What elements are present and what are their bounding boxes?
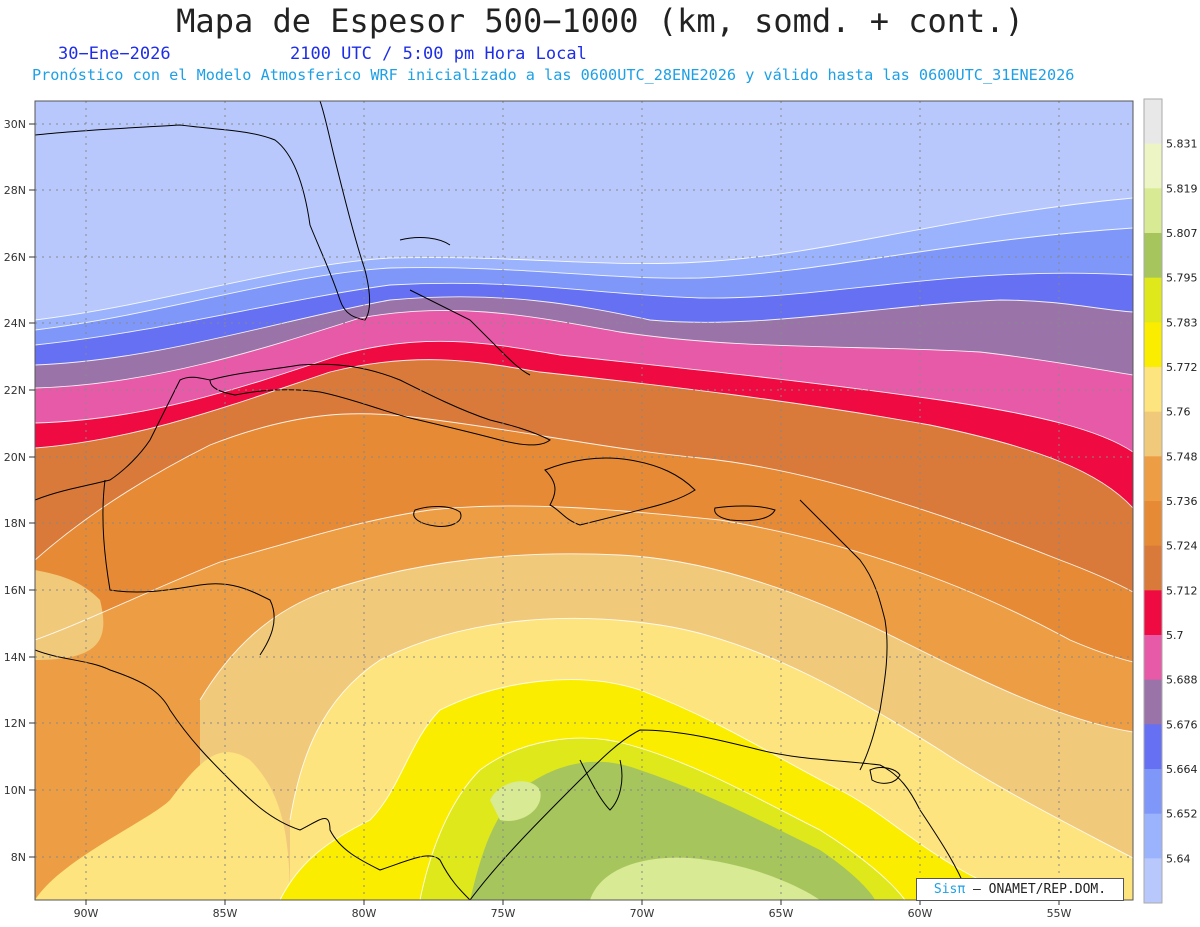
trinidad <box>869 767 901 784</box>
colorbar-label: 5.772 <box>1166 361 1198 374</box>
colorbar-label: 5.795 <box>1166 272 1198 285</box>
colorbar-label: 5.819 <box>1166 182 1198 195</box>
colorbar-swatch <box>1144 813 1162 859</box>
gulf-coast <box>35 376 211 501</box>
credit-text: – ONAMET/REP.DOM. <box>973 882 1107 897</box>
lat-axis: 30N 28N 26N 24N 22N 20N 18N 16N 14N 12N … <box>4 118 26 864</box>
lon-label: 55W <box>1047 907 1072 920</box>
contour-lines <box>35 197 1133 900</box>
lat-label: 24N <box>4 317 26 330</box>
lat-label: 8N <box>11 851 26 864</box>
contour-fill-layer <box>35 101 1133 900</box>
lat-label: 20N <box>4 451 26 464</box>
colorbar-swatch <box>1144 99 1162 145</box>
lat-label: 16N <box>4 584 26 597</box>
forecast-date: 30−Ene−2026 <box>58 44 171 64</box>
colorbar-swatch <box>1144 501 1162 547</box>
colorbar-label: 5.652 <box>1166 808 1198 821</box>
colorbar-label: 5.7 <box>1166 629 1184 642</box>
colorbar-swatch <box>1144 367 1162 413</box>
colorbar-swatch <box>1144 456 1162 502</box>
colorbar-label: 5.664 <box>1166 763 1198 776</box>
cuba <box>209 363 551 446</box>
colorbar-swatch <box>1144 188 1162 234</box>
lat-label: 14N <box>4 651 26 664</box>
colorbar-swatch <box>1144 769 1162 815</box>
colorbar-label: 5.64 <box>1166 852 1191 865</box>
colorbar-swatch <box>1144 545 1162 591</box>
colorbar-frame <box>1143 98 1163 904</box>
colorbar-swatch <box>1144 724 1162 770</box>
colorbar-swatch <box>1144 411 1162 457</box>
graticule <box>35 101 1133 900</box>
band-5.819 <box>590 857 820 900</box>
lon-label: 90W <box>74 907 99 920</box>
lat-label: 12N <box>4 717 26 730</box>
colorbar-label: 5.712 <box>1166 584 1198 597</box>
band-5.819b <box>490 781 541 821</box>
lon-label: 70W <box>630 907 655 920</box>
sispi-logo: Sisπ <box>933 882 966 897</box>
lon-label: 65W <box>769 907 794 920</box>
colorbar-label: 5.807 <box>1166 227 1198 240</box>
central-america <box>35 649 471 900</box>
credit-box: Sisπ – ONAMET/REP.DOM. <box>916 878 1124 901</box>
lon-label: 75W <box>491 907 516 920</box>
forecast-time: 2100 UTC / 5:00 pm Hora Local <box>290 44 587 64</box>
colorbar-label: 5.748 <box>1166 450 1198 463</box>
lat-label: 26N <box>4 251 26 264</box>
colorbar-swatch <box>1144 322 1162 368</box>
colorbar-label: 5.76 <box>1166 406 1191 419</box>
lat-ticks <box>29 123 35 858</box>
lat-label: 10N <box>4 784 26 797</box>
lon-label: 80W <box>352 907 377 920</box>
colorbar-swatch <box>1144 635 1162 681</box>
lat-label: 18N <box>4 517 26 530</box>
forecast-subtitle: Pronóstico con el Modelo Atmosferico WRF… <box>32 66 1075 84</box>
lon-axis: 90W 85W 80W 75W 70W 65W 60W 55W <box>74 907 1072 920</box>
lat-label: 30N <box>4 118 26 131</box>
colorbar-label: 5.736 <box>1166 495 1198 508</box>
band-5.807 <box>470 761 875 900</box>
map-frame <box>34 100 1134 901</box>
lon-label: 85W <box>213 907 238 920</box>
colorbar-label: 5.676 <box>1166 718 1198 731</box>
colorbar-swatch <box>1144 277 1162 323</box>
colorbar-swatch <box>1144 679 1162 725</box>
hispaniola <box>544 457 696 526</box>
lon-label: 60W <box>908 907 933 920</box>
coastlines <box>35 101 971 900</box>
colorbar-swatch <box>1144 143 1162 189</box>
colorbar-label: 5.831 <box>1166 138 1198 151</box>
colorbar-label: 5.724 <box>1166 540 1198 553</box>
lat-label: 22N <box>4 384 26 397</box>
yucatan <box>102 479 275 656</box>
south-america <box>469 729 971 900</box>
antilles-arc <box>799 499 888 771</box>
colorbar-label: 5.783 <box>1166 316 1198 329</box>
lat-label: 28N <box>4 184 26 197</box>
florida-coast <box>35 101 370 321</box>
colorbar-label: 5.688 <box>1166 674 1198 687</box>
colorbar-swatch <box>1144 233 1162 279</box>
colorbar-swatch <box>1144 858 1162 904</box>
band-5.772b <box>35 752 290 900</box>
lon-ticks <box>85 900 1060 905</box>
colorbar: 5.64 5.652 5.664 5.676 5.688 5.7 5.712 5.724 5.7… <box>1143 98 1198 904</box>
colorbar-swatch <box>1144 590 1162 636</box>
puerto-rico <box>714 505 776 522</box>
maracaibo <box>579 759 623 811</box>
bahamas <box>399 237 531 376</box>
map-title: Mapa de Espesor 500−1000 (km, somd. + co… <box>176 2 1024 40</box>
